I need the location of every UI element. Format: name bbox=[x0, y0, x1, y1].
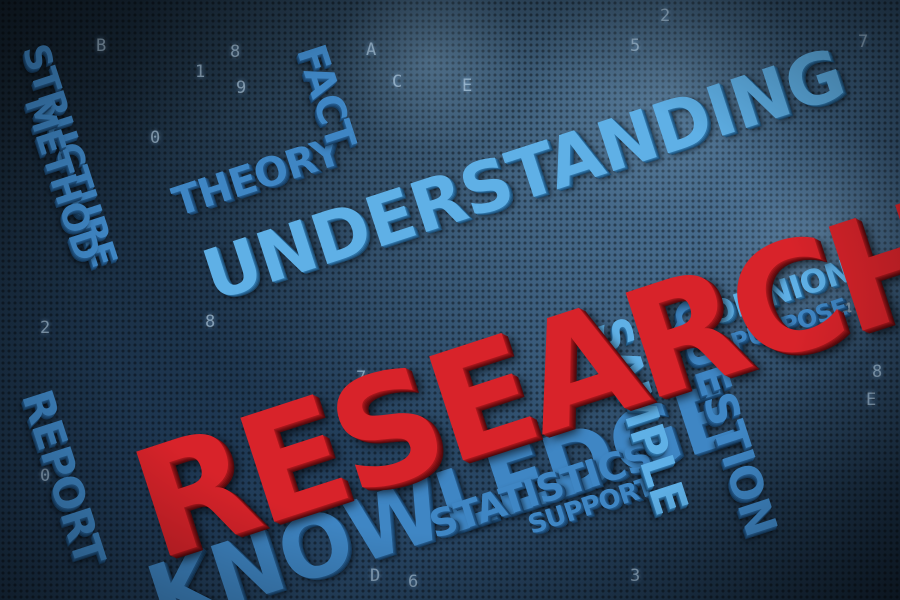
background-digit: 8 bbox=[872, 362, 883, 382]
background-digit: 0 bbox=[150, 128, 161, 148]
background-digit: 0 bbox=[40, 466, 51, 486]
background-digit: 7 bbox=[858, 32, 869, 52]
background-digit: 2 bbox=[40, 318, 51, 338]
background-digit: F bbox=[832, 72, 843, 92]
background-digit: A bbox=[366, 40, 377, 60]
background-digit: C bbox=[392, 72, 403, 92]
background-glow bbox=[700, 120, 900, 360]
background-digit: 6 bbox=[408, 572, 419, 592]
background-digit: 8 bbox=[230, 42, 241, 62]
background-digit: D bbox=[370, 566, 381, 586]
background-digit: E bbox=[866, 390, 877, 410]
background-digit: 7 bbox=[356, 368, 367, 388]
background-digit: 8 bbox=[205, 312, 216, 332]
background-digit: 1 bbox=[195, 62, 206, 82]
background-digit: 3 bbox=[630, 566, 641, 586]
background-digit: 4 bbox=[842, 300, 853, 320]
background-digit: E bbox=[462, 76, 473, 96]
background-digit: 5 bbox=[630, 36, 641, 56]
background-digit: B bbox=[96, 36, 107, 56]
background-digit: 2 bbox=[660, 6, 671, 26]
background-digit: 9 bbox=[236, 78, 247, 98]
background-glow bbox=[330, 0, 530, 150]
background-glow bbox=[520, 0, 820, 220]
